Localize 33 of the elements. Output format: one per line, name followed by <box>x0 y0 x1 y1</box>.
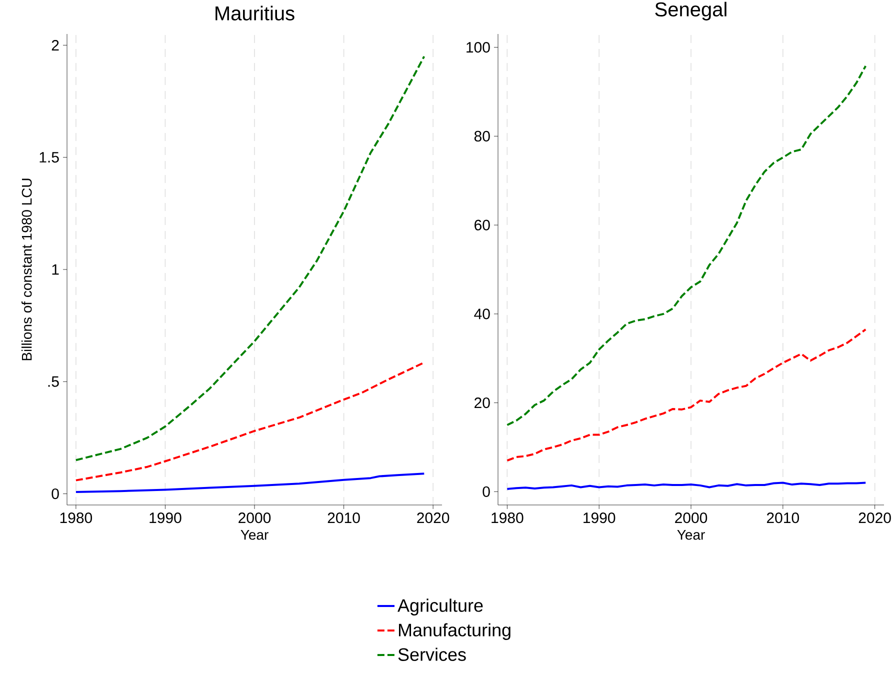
x-tick-label: 2020 <box>858 512 891 524</box>
x-tick-label: 2000 <box>238 512 271 524</box>
x-tick-label: 1990 <box>584 512 616 524</box>
x-tick-label: 1980 <box>492 512 524 524</box>
x-axis-title: Year <box>240 530 268 540</box>
y-tick-label: 0 <box>482 486 490 497</box>
x-tick-label: 1990 <box>150 512 182 524</box>
x-tick-label: 2010 <box>328 512 360 524</box>
y-tick-label: 2 <box>52 40 59 50</box>
x-tick-label: 1980 <box>60 512 92 524</box>
line-series <box>74 55 426 462</box>
y-tick-label: 0 <box>52 488 59 500</box>
line-series <box>506 482 867 490</box>
line-series <box>74 472 426 493</box>
x-axis-title: Year <box>677 530 705 540</box>
y-tick-label: 1.5 <box>40 152 59 163</box>
legend-label: Manufacturing <box>398 623 510 640</box>
x-tick-label: 2020 <box>417 512 450 524</box>
y-tick-label: 100 <box>466 42 490 53</box>
legend-label: Agriculture <box>398 598 483 616</box>
x-tick-label: 2010 <box>766 512 799 524</box>
x-tick-label: 2000 <box>675 512 708 524</box>
y-tick-label: 60 <box>474 220 490 230</box>
y-axis-title: Billions of constant 1980 LCU <box>21 178 32 360</box>
y-tick-label: 40 <box>474 308 490 320</box>
chart-title: Mauritius <box>216 6 294 20</box>
chart-title: Senegal <box>655 2 726 20</box>
y-tick-label: .5 <box>48 376 59 387</box>
line-series <box>74 362 426 482</box>
legend-label: Services <box>398 648 466 661</box>
y-tick-label: 80 <box>474 130 490 142</box>
y-tick-label: 20 <box>474 397 490 408</box>
y-tick-label: 1 <box>52 264 59 275</box>
